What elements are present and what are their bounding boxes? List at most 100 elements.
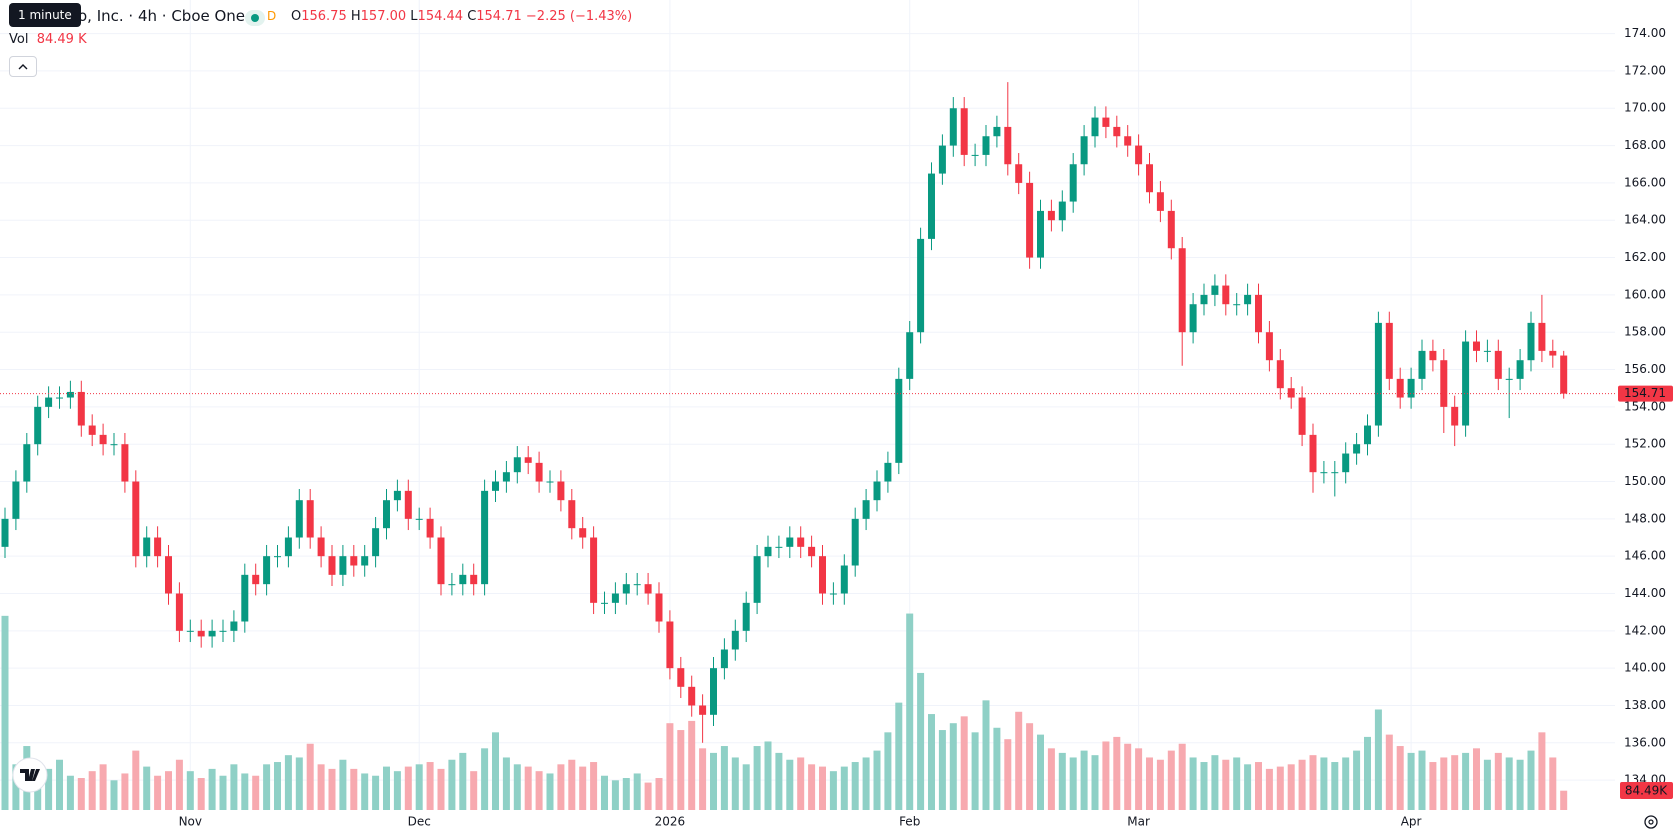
candle-body xyxy=(110,444,118,446)
volume-bar xyxy=(742,764,750,810)
volume-bar xyxy=(165,771,172,810)
flag[interactable]: D xyxy=(267,9,277,23)
candle-body xyxy=(1026,182,1034,258)
volume-bar xyxy=(1440,757,1448,810)
volume-bar xyxy=(34,773,42,810)
volume-bar xyxy=(1276,766,1284,810)
y-tick-label: 144.00 xyxy=(1624,586,1666,600)
volume-bar xyxy=(960,716,968,810)
last-price-label: 154.71 xyxy=(1624,386,1666,400)
candle-body xyxy=(284,537,292,557)
status-icon[interactable] xyxy=(244,9,266,27)
candle-body xyxy=(1244,294,1252,305)
volume-bar xyxy=(1069,757,1077,810)
candle-body xyxy=(622,584,630,594)
candle-body xyxy=(12,481,20,519)
candle-body xyxy=(655,593,663,622)
volume-bar xyxy=(143,766,151,810)
candle-body xyxy=(568,500,576,529)
volume-bar xyxy=(1244,764,1252,810)
candle-body xyxy=(851,518,859,566)
candle-body xyxy=(1462,341,1470,426)
settings-button[interactable] xyxy=(1644,815,1658,829)
volume-bar xyxy=(77,778,85,810)
volume-bar xyxy=(470,771,478,810)
volume-bar xyxy=(753,746,761,810)
volume-bar xyxy=(1560,790,1568,810)
candle-body xyxy=(372,528,380,557)
high-label: H xyxy=(350,9,361,24)
volume-bar xyxy=(12,764,20,810)
change: −2.25 (−1.43%) xyxy=(525,9,633,24)
candle-body xyxy=(1233,304,1241,306)
y-tick-label: 138.00 xyxy=(1624,698,1666,712)
candle-body xyxy=(1560,355,1568,394)
candle-body xyxy=(186,630,194,632)
candle-body xyxy=(328,556,336,575)
volume-label: Vol xyxy=(9,32,29,47)
candle-body xyxy=(263,556,271,585)
volume-bar xyxy=(361,773,369,810)
volume-bar xyxy=(1026,723,1034,810)
candle-body xyxy=(688,686,696,706)
volume-bar xyxy=(306,743,314,810)
candle-body xyxy=(175,593,183,631)
volume-bar xyxy=(949,723,957,810)
volume-bar xyxy=(241,773,249,810)
candle-body xyxy=(993,126,1001,137)
volume-bar xyxy=(611,780,619,810)
volume-bar xyxy=(1527,750,1535,810)
volume-bar xyxy=(622,778,630,810)
candle-body xyxy=(971,154,979,156)
volume-bar xyxy=(317,764,325,810)
candle-body xyxy=(448,584,456,586)
volume-bar xyxy=(699,748,707,810)
candle-body xyxy=(66,391,74,398)
candle-body xyxy=(1516,360,1524,379)
volume-bar xyxy=(121,773,129,810)
candle-body xyxy=(1004,126,1012,165)
candle-body xyxy=(306,500,314,538)
volume-bar xyxy=(568,759,576,810)
candle-body xyxy=(437,537,445,585)
volume-bar xyxy=(720,746,728,810)
candle-body xyxy=(1331,472,1339,474)
candle-body xyxy=(1276,360,1284,389)
candle-body xyxy=(459,574,467,585)
volume-bar xyxy=(1451,755,1459,810)
candle-body xyxy=(1407,378,1415,398)
candle-body xyxy=(1298,397,1306,435)
candle-body xyxy=(481,490,489,585)
volume-bar xyxy=(524,766,532,810)
candle-body xyxy=(513,457,521,473)
volume-bar xyxy=(1538,732,1546,810)
volume-bar xyxy=(775,752,783,810)
volume-bar xyxy=(1189,757,1197,810)
candle-body xyxy=(1418,350,1426,379)
tv-logo[interactable] xyxy=(12,757,48,793)
candle-body xyxy=(1102,117,1110,127)
collapse-button[interactable] xyxy=(9,56,37,77)
candle-body xyxy=(56,397,63,399)
candle-body xyxy=(1135,145,1143,165)
volume-bar xyxy=(492,732,499,810)
symbol-title[interactable]: o, Inc. · 4h · Cboe One xyxy=(78,7,246,25)
candle-body xyxy=(1167,210,1175,249)
volume-bar xyxy=(1473,748,1480,810)
candle-body xyxy=(611,593,619,603)
volume-bar xyxy=(938,730,946,810)
volume-bar xyxy=(393,771,401,810)
volume-bar xyxy=(339,759,347,810)
y-tick-label: 158.00 xyxy=(1624,325,1666,339)
candle-body xyxy=(1113,126,1121,137)
candle-body xyxy=(1342,453,1350,473)
volume-bar xyxy=(1287,764,1295,810)
tv-logo-mark xyxy=(20,769,40,781)
candle-body xyxy=(23,444,31,482)
open-label: O xyxy=(291,9,302,24)
candle-body xyxy=(535,462,543,482)
candle-body xyxy=(546,481,554,483)
volume-bar xyxy=(372,775,380,810)
volume-bar xyxy=(175,759,183,810)
